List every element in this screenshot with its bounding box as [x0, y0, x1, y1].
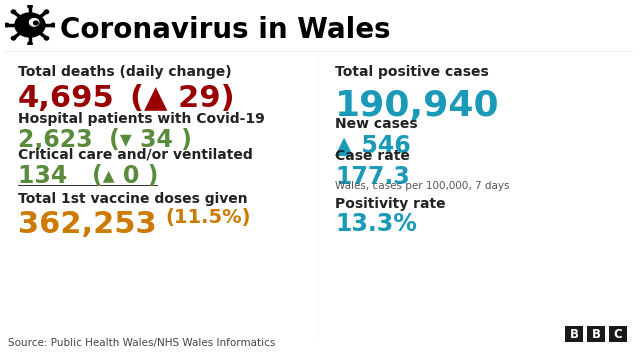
Text: 362,253: 362,253: [18, 210, 157, 239]
Circle shape: [12, 36, 15, 40]
Text: B: B: [570, 328, 579, 341]
Circle shape: [33, 21, 38, 25]
Text: Hospital patients with Covid-19: Hospital patients with Covid-19: [18, 112, 265, 126]
Text: 13.3%: 13.3%: [335, 212, 417, 236]
Text: 190,940: 190,940: [335, 89, 500, 123]
Text: C: C: [614, 328, 622, 341]
Text: Wales, cases per 100,000, 7 days: Wales, cases per 100,000, 7 days: [335, 181, 509, 191]
Text: 2,623  (▾ 34 ): 2,623 (▾ 34 ): [18, 128, 192, 152]
Circle shape: [44, 10, 49, 14]
Text: 177.3: 177.3: [335, 165, 410, 189]
Text: Coronavirus in Wales: Coronavirus in Wales: [60, 16, 390, 44]
Circle shape: [51, 23, 56, 27]
Text: (▲ 29): (▲ 29): [130, 84, 235, 113]
Circle shape: [15, 13, 45, 37]
Text: Source: Public Health Wales/NHS Wales Informatics: Source: Public Health Wales/NHS Wales In…: [8, 338, 275, 348]
Circle shape: [4, 23, 9, 27]
Text: B: B: [591, 328, 600, 341]
Circle shape: [29, 19, 39, 26]
Text: New cases: New cases: [335, 117, 418, 131]
Text: 4,695: 4,695: [18, 84, 115, 113]
Text: ▲ 546: ▲ 546: [335, 133, 411, 157]
Circle shape: [28, 42, 32, 45]
Text: 134   (▴ 0 ): 134 (▴ 0 ): [18, 164, 158, 188]
Text: (11.5%): (11.5%): [165, 208, 250, 227]
Circle shape: [44, 36, 49, 40]
Text: Total deaths (daily change): Total deaths (daily change): [18, 65, 232, 79]
Text: Case rate: Case rate: [335, 149, 410, 163]
Circle shape: [12, 10, 15, 14]
Text: Positivity rate: Positivity rate: [335, 197, 445, 211]
Text: Critical care and/or ventilated: Critical care and/or ventilated: [18, 148, 253, 162]
Circle shape: [28, 5, 32, 8]
Text: Total 1st vaccine doses given: Total 1st vaccine doses given: [18, 192, 248, 206]
Text: Total positive cases: Total positive cases: [335, 65, 489, 79]
